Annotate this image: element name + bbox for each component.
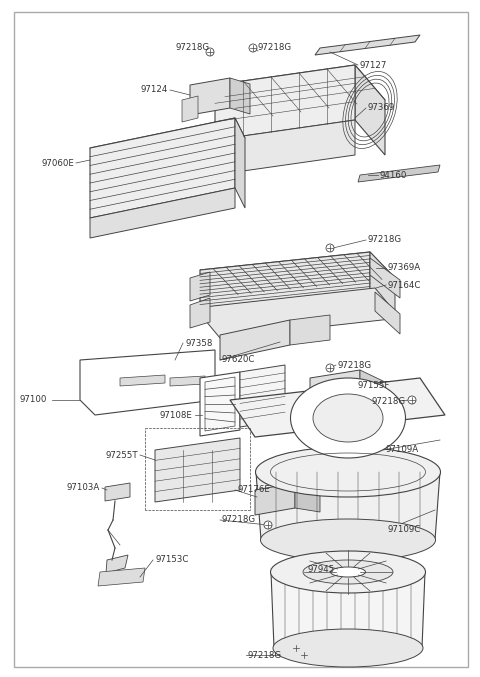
- Text: 97358: 97358: [185, 338, 212, 347]
- Text: 97218G: 97218G: [248, 651, 282, 659]
- Polygon shape: [90, 118, 245, 168]
- Polygon shape: [355, 65, 385, 155]
- Polygon shape: [235, 118, 245, 208]
- Polygon shape: [215, 65, 355, 140]
- Text: 97153C: 97153C: [155, 556, 188, 565]
- Circle shape: [408, 396, 416, 404]
- Polygon shape: [215, 65, 385, 120]
- Text: 97124: 97124: [141, 85, 168, 95]
- Polygon shape: [106, 555, 128, 573]
- Text: 97127: 97127: [360, 60, 387, 70]
- Polygon shape: [98, 568, 145, 586]
- Polygon shape: [90, 118, 235, 218]
- Ellipse shape: [331, 567, 365, 577]
- Polygon shape: [240, 365, 285, 427]
- Polygon shape: [295, 483, 320, 512]
- Text: 97369: 97369: [368, 104, 395, 112]
- Text: 97945: 97945: [308, 565, 335, 575]
- Polygon shape: [256, 472, 440, 540]
- Text: 97164C: 97164C: [388, 280, 421, 290]
- Text: 97255T: 97255T: [106, 450, 138, 460]
- Polygon shape: [190, 298, 210, 328]
- Ellipse shape: [261, 519, 435, 561]
- Text: 97155F: 97155F: [358, 380, 390, 389]
- Polygon shape: [271, 572, 425, 648]
- Polygon shape: [215, 120, 355, 175]
- Text: 97109C: 97109C: [388, 525, 421, 535]
- Polygon shape: [120, 375, 165, 386]
- Polygon shape: [200, 372, 240, 436]
- Polygon shape: [360, 370, 385, 404]
- Text: 97369A: 97369A: [388, 263, 421, 273]
- Circle shape: [326, 364, 334, 372]
- Polygon shape: [105, 483, 130, 501]
- Ellipse shape: [290, 378, 406, 458]
- Circle shape: [292, 644, 300, 652]
- Ellipse shape: [303, 560, 393, 584]
- Text: 97218G: 97218G: [338, 360, 372, 370]
- Polygon shape: [80, 350, 215, 415]
- Circle shape: [249, 44, 257, 52]
- Polygon shape: [170, 376, 205, 386]
- Text: 97218G: 97218G: [222, 515, 256, 525]
- Text: 97218G: 97218G: [372, 397, 406, 406]
- Polygon shape: [90, 188, 235, 238]
- Polygon shape: [290, 315, 330, 345]
- Text: 97103A: 97103A: [67, 483, 100, 492]
- Ellipse shape: [271, 551, 425, 593]
- Polygon shape: [200, 252, 370, 308]
- Polygon shape: [370, 252, 395, 316]
- Text: 97060E: 97060E: [41, 158, 74, 167]
- Text: 97109A: 97109A: [385, 445, 418, 454]
- Polygon shape: [310, 370, 360, 400]
- Polygon shape: [205, 377, 235, 431]
- Polygon shape: [195, 288, 400, 338]
- Text: 97218G: 97218G: [368, 236, 402, 244]
- Polygon shape: [155, 438, 240, 502]
- Polygon shape: [375, 292, 400, 334]
- Polygon shape: [230, 78, 250, 114]
- Polygon shape: [358, 165, 440, 182]
- Text: 94160: 94160: [380, 171, 408, 179]
- Polygon shape: [182, 96, 198, 122]
- Ellipse shape: [313, 394, 383, 442]
- Text: 97176E: 97176E: [238, 485, 271, 494]
- Text: 97218G: 97218G: [258, 43, 292, 51]
- Polygon shape: [255, 483, 295, 515]
- Circle shape: [206, 48, 214, 56]
- Polygon shape: [315, 35, 420, 55]
- Polygon shape: [220, 320, 290, 360]
- Text: 97100: 97100: [20, 395, 48, 404]
- Ellipse shape: [273, 629, 423, 667]
- Polygon shape: [370, 258, 400, 298]
- Circle shape: [326, 244, 334, 252]
- Polygon shape: [230, 378, 445, 437]
- Polygon shape: [190, 272, 210, 301]
- FancyBboxPatch shape: [14, 12, 468, 667]
- Circle shape: [300, 651, 308, 659]
- Text: 97108E: 97108E: [160, 410, 193, 420]
- Text: 97620C: 97620C: [222, 355, 255, 364]
- Polygon shape: [190, 78, 230, 115]
- Ellipse shape: [255, 447, 441, 497]
- Circle shape: [264, 521, 272, 529]
- Text: 97218G: 97218G: [176, 43, 210, 51]
- Polygon shape: [200, 252, 395, 296]
